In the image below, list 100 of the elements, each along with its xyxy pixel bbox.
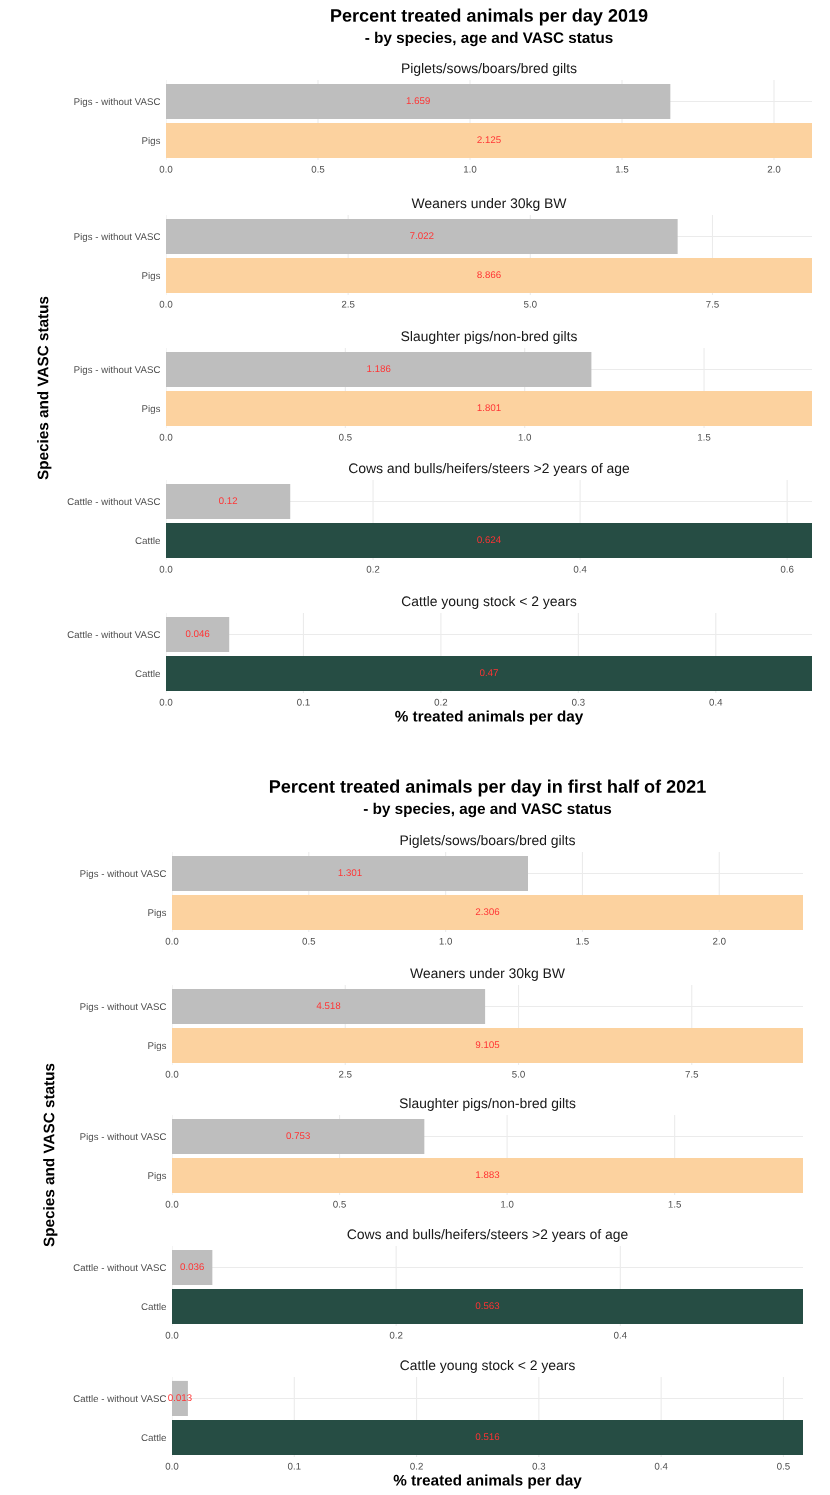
y-tick-label: Cattle bbox=[135, 536, 161, 545]
data-label: 0.046 bbox=[185, 630, 210, 638]
data-label: 1.186 bbox=[367, 365, 391, 373]
x-tick-label: 1.0 bbox=[439, 937, 453, 945]
x-tick-label: 0.4 bbox=[613, 1331, 627, 1339]
x-tick-label: 1.5 bbox=[668, 1200, 682, 1208]
data-label: 0.12 bbox=[219, 497, 238, 505]
data-label: 0.516 bbox=[475, 1433, 500, 1441]
x-tick-label: 7.5 bbox=[685, 1070, 699, 1078]
text: Percent treated animals per day in first half of 2021 bbox=[269, 779, 706, 797]
y-axis-title: Species and VASC status bbox=[43, 1063, 58, 1247]
x-tick-label: 7.5 bbox=[706, 300, 719, 308]
y-tick-label: Pigs - without VASC bbox=[80, 869, 167, 879]
chart-title: Piglets/sows/boars/bred gilts bbox=[402, 62, 577, 76]
x-tick-label: 0.1 bbox=[287, 1462, 301, 1470]
y-tick-label: Pigs bbox=[148, 1041, 167, 1052]
x-tick-label: 0.2 bbox=[410, 1462, 423, 1470]
data-label: 2.125 bbox=[477, 136, 501, 144]
data-label: 2.306 bbox=[475, 908, 500, 916]
text: - by species, age and VASC status bbox=[365, 31, 613, 47]
y-tick-label: Pigs bbox=[148, 908, 167, 919]
x-tick-label: 0.5 bbox=[777, 1462, 790, 1470]
chart-title: Cattle young stock < 2 years bbox=[401, 595, 577, 609]
x-tick-label: 0.5 bbox=[333, 1200, 346, 1208]
x-tick-label: 5.0 bbox=[523, 300, 537, 308]
data-label: 1.883 bbox=[476, 1171, 500, 1179]
chart-title: Weaners under 30kg BW bbox=[411, 197, 567, 211]
x-tick-label: 0.0 bbox=[165, 1070, 179, 1078]
y-tick-label: Pigs bbox=[142, 136, 161, 147]
x-tick-label: 0.6 bbox=[780, 565, 794, 573]
x-tick-label: 0.5 bbox=[311, 165, 325, 173]
chart-title: Cattle young stock < 2 years bbox=[400, 1359, 575, 1373]
x-tick-label: 2.0 bbox=[767, 165, 781, 173]
x-tick-label: 0.0 bbox=[165, 937, 179, 945]
x-tick-label: 0.5 bbox=[302, 937, 316, 945]
x-tick-label: 0.2 bbox=[366, 565, 380, 573]
chart-title: Weaners under 30kg BW bbox=[410, 967, 565, 981]
x-tick-label: 1.0 bbox=[463, 165, 477, 173]
x-tick-label: 0.3 bbox=[532, 1462, 546, 1470]
data-label: 0.036 bbox=[180, 1263, 204, 1271]
x-tick-label: 0.3 bbox=[571, 698, 585, 706]
data-label: 0.013 bbox=[168, 1394, 192, 1402]
x-tick-label: 1.0 bbox=[501, 1200, 514, 1208]
text: Percent treated animals per day 2019 bbox=[331, 8, 648, 26]
y-tick-label: Pigs - without VASC bbox=[80, 1132, 167, 1142]
data-label: 8.866 bbox=[477, 271, 501, 279]
data-label: 0.563 bbox=[475, 1302, 500, 1310]
x-tick-label: 2.0 bbox=[713, 937, 726, 945]
x-tick-label: 0.1 bbox=[297, 698, 310, 706]
y-tick-label: Pigs - without VASC bbox=[74, 232, 161, 242]
x-tick-label: 1.0 bbox=[518, 433, 532, 441]
x-tick-label: 1.5 bbox=[698, 433, 711, 441]
x-tick-label: 0.4 bbox=[573, 565, 587, 573]
x-tick-label: 1.5 bbox=[576, 937, 589, 945]
x-axis-title: % treated animals per day bbox=[395, 710, 584, 725]
x-tick-label: 0.0 bbox=[159, 565, 173, 573]
x-tick-label: 0.2 bbox=[434, 698, 448, 706]
x-tick-label: 2.5 bbox=[341, 300, 355, 308]
data-label: 4.518 bbox=[316, 1002, 341, 1010]
y-tick-label: Pigs - without VASC bbox=[74, 97, 161, 107]
x-tick-label: 0.0 bbox=[165, 1200, 179, 1208]
x-tick-label: 0.4 bbox=[654, 1462, 668, 1470]
x-tick-label: 0.4 bbox=[709, 698, 723, 706]
x-tick-label: 0.0 bbox=[159, 698, 173, 706]
x-tick-label: 2.5 bbox=[338, 1070, 352, 1078]
y-tick-label: Cattle - without VASC bbox=[67, 630, 161, 639]
y-tick-label: Pigs bbox=[148, 1171, 167, 1182]
y-tick-label: Cattle bbox=[135, 669, 161, 678]
data-label: 1.659 bbox=[406, 97, 430, 105]
chart-title: Slaughter pigs/non-bred gilts bbox=[401, 330, 577, 344]
chart-title: Slaughter pigs/non-bred gilts bbox=[399, 1097, 576, 1111]
chart-title: Cows and bulls/heifers/steers >2 years of age bbox=[347, 1228, 628, 1242]
y-tick-label: Cattle - without VASC bbox=[73, 1263, 167, 1272]
y-tick-label: Cattle - without VASC bbox=[67, 497, 161, 506]
chart-title: Cows and bulls/heifers/steers >2 years of age bbox=[349, 462, 630, 476]
x-tick-label: 0.5 bbox=[338, 433, 352, 441]
data-label: 9.105 bbox=[475, 1041, 500, 1049]
data-label: 1.801 bbox=[477, 404, 501, 412]
y-axis-title: Species and VASC status bbox=[37, 296, 52, 480]
y-tick-label: Cattle bbox=[141, 1433, 167, 1442]
y-tick-label: Pigs - without VASC bbox=[74, 365, 161, 375]
x-axis-title: % treated animals per day bbox=[393, 1474, 582, 1489]
data-label: 0.624 bbox=[477, 536, 501, 544]
data-label: 7.022 bbox=[410, 232, 434, 240]
y-tick-label: Cattle bbox=[141, 1302, 167, 1311]
data-label: 1.301 bbox=[338, 869, 362, 877]
data-label: 0.47 bbox=[479, 669, 498, 677]
y-tick-label: Cattle - without VASC bbox=[73, 1394, 167, 1403]
x-tick-label: 0.0 bbox=[165, 1462, 179, 1470]
x-tick-label: 0.0 bbox=[159, 433, 173, 441]
text: - by species, age and VASC status bbox=[363, 802, 612, 818]
data-label: 0.753 bbox=[286, 1132, 310, 1140]
x-tick-label: 1.5 bbox=[615, 165, 629, 173]
x-tick-label: 5.0 bbox=[512, 1070, 525, 1078]
x-tick-label: 0.0 bbox=[159, 300, 173, 308]
x-tick-label: 0.2 bbox=[389, 1331, 403, 1339]
chart-title: Piglets/sows/boars/bred gilts bbox=[400, 834, 576, 848]
y-tick-label: Pigs - without VASC bbox=[80, 1002, 167, 1012]
x-tick-label: 0.0 bbox=[165, 1331, 179, 1339]
y-tick-label: Pigs bbox=[142, 404, 161, 415]
